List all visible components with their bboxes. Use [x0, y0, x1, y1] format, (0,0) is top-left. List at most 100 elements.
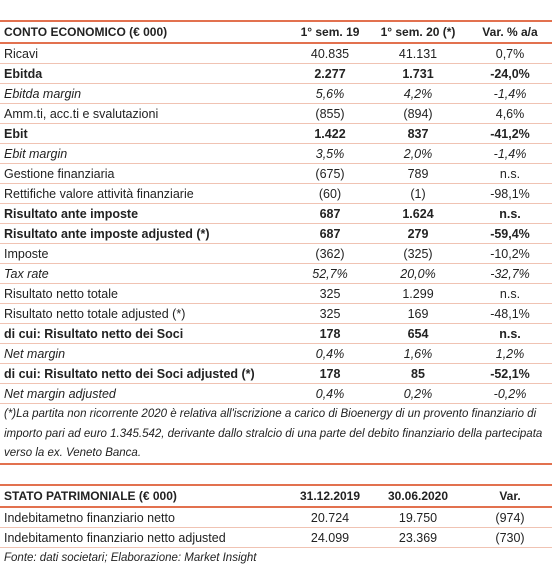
rule — [0, 83, 552, 84]
income-cell: 1.422 — [314, 127, 346, 141]
rule — [0, 42, 552, 44]
income-cell: 1.624 — [402, 207, 434, 221]
balance-cell: 23.369 — [398, 531, 438, 545]
income-cell: 837 — [407, 127, 429, 141]
income-cell: 2.277 — [314, 67, 346, 81]
header-cell: CONTO ECONOMICO (€ 000) — [4, 25, 168, 39]
income-cell: 52,7% — [312, 267, 348, 281]
rule — [0, 283, 552, 284]
income-cell: -52,1% — [490, 367, 530, 381]
income-cell: 41.131 — [398, 47, 438, 61]
income-cell: 325 — [319, 307, 341, 321]
income-cell: 169 — [407, 307, 429, 321]
rule — [0, 323, 552, 324]
income-cell: Rettifiche valore attività finanziarie — [4, 187, 194, 201]
rule — [0, 403, 552, 404]
income-cell: Imposte — [4, 247, 49, 261]
income-cell: Risultato ante imposte adjusted (*) — [4, 227, 210, 241]
income-cell: 1.731 — [402, 67, 434, 81]
footer: Fonte: dati societari; Elaborazione: Mar… — [4, 552, 257, 564]
income-cell: Ebit margin — [4, 147, 68, 161]
note: (*)La partita non ricorrente 2020 è rela… — [4, 408, 543, 459]
income-cell: n.s. — [499, 207, 521, 221]
income-cell: 1,6% — [403, 347, 433, 361]
rule — [0, 363, 552, 364]
rule — [0, 506, 552, 508]
income-cell: (1) — [410, 187, 426, 201]
balance-cell: Indebitamento finanziario netto adjusted — [4, 531, 226, 545]
income-cell: 325 — [319, 287, 341, 301]
header-cell: Var. % a/a — [482, 25, 538, 39]
income-cell: Ebitda — [4, 67, 43, 81]
income-cell: 0,4% — [315, 387, 345, 401]
income-cell: -24,0% — [490, 67, 530, 81]
income-cell: 687 — [319, 227, 341, 241]
income-cell: 0,2% — [403, 387, 433, 401]
header-cell: STATO PATRIMONIALE (€ 000) — [4, 489, 177, 503]
income-cell: n.s. — [499, 287, 521, 301]
income-cell: Ebit — [4, 127, 28, 141]
rule — [0, 547, 552, 548]
rule — [0, 143, 552, 144]
rule — [0, 383, 552, 384]
income-cell: Amm.ti, acc.ti e svalutazioni — [4, 107, 159, 121]
rule — [0, 303, 552, 304]
income-cell: 40.835 — [310, 47, 350, 61]
balance-cell: 19.750 — [398, 511, 438, 525]
income-cell: (362) — [315, 247, 345, 261]
income-cell: (894) — [403, 107, 433, 121]
income-cell: 4,6% — [495, 107, 525, 121]
header-cell: Var. — [499, 489, 521, 503]
header-cell: 31.12.2019 — [299, 489, 361, 503]
rule — [0, 163, 552, 164]
header-cell: 1° sem. 19 — [300, 25, 360, 39]
income-cell: Ebitda margin — [4, 87, 82, 101]
rule — [0, 223, 552, 224]
balance-cell: (730) — [495, 531, 525, 545]
income-cell: Net margin adjusted — [4, 387, 116, 401]
income-cell: 0,7% — [495, 47, 525, 61]
income-cell: Risultato netto totale — [4, 287, 118, 301]
income-cell: 279 — [407, 227, 429, 241]
income-cell: -0,2% — [493, 387, 527, 401]
rule — [0, 527, 552, 528]
income-cell: 789 — [407, 167, 429, 181]
rule — [0, 123, 552, 124]
income-cell: (855) — [315, 107, 345, 121]
income-cell: (60) — [318, 187, 342, 201]
rule — [0, 463, 552, 465]
income-cell: -32,7% — [490, 267, 530, 281]
header-cell: 1° sem. 20 (*) — [380, 25, 456, 39]
income-cell: -59,4% — [490, 227, 530, 241]
income-cell: n.s. — [499, 327, 521, 341]
income-cell: 3,5% — [315, 147, 345, 161]
income-cell: 687 — [319, 207, 341, 221]
rule — [0, 20, 552, 22]
income-cell: di cui: Risultato netto dei Soci adjuste… — [4, 367, 255, 381]
rule — [0, 203, 552, 204]
income-cell: -41,2% — [490, 127, 530, 141]
income-cell: Risultato netto totale adjusted (*) — [4, 307, 186, 321]
income-cell: 1,2% — [495, 347, 525, 361]
income-cell: 0,4% — [315, 347, 345, 361]
income-cell: Net margin — [4, 347, 66, 361]
balance-cell: 24.099 — [310, 531, 350, 545]
income-cell: 85 — [411, 367, 425, 381]
income-cell: 4,2% — [403, 87, 433, 101]
balance-cell: Indebitametno finanziario netto — [4, 511, 175, 525]
income-cell: 178 — [319, 327, 341, 341]
income-cell: 1.299 — [402, 287, 434, 301]
rule — [0, 343, 552, 344]
income-cell: -1,4% — [493, 147, 527, 161]
rule — [0, 63, 552, 64]
income-cell: Risultato ante imposte — [4, 207, 139, 221]
header-cell: 30.06.2020 — [387, 489, 449, 503]
rule — [0, 484, 552, 486]
income-cell: di cui: Risultato netto dei Soci — [4, 327, 184, 341]
balance-cell: 20.724 — [310, 511, 350, 525]
rule — [0, 183, 552, 184]
income-cell: Ricavi — [4, 47, 39, 61]
rule — [0, 103, 552, 104]
income-cell: (675) — [315, 167, 345, 181]
